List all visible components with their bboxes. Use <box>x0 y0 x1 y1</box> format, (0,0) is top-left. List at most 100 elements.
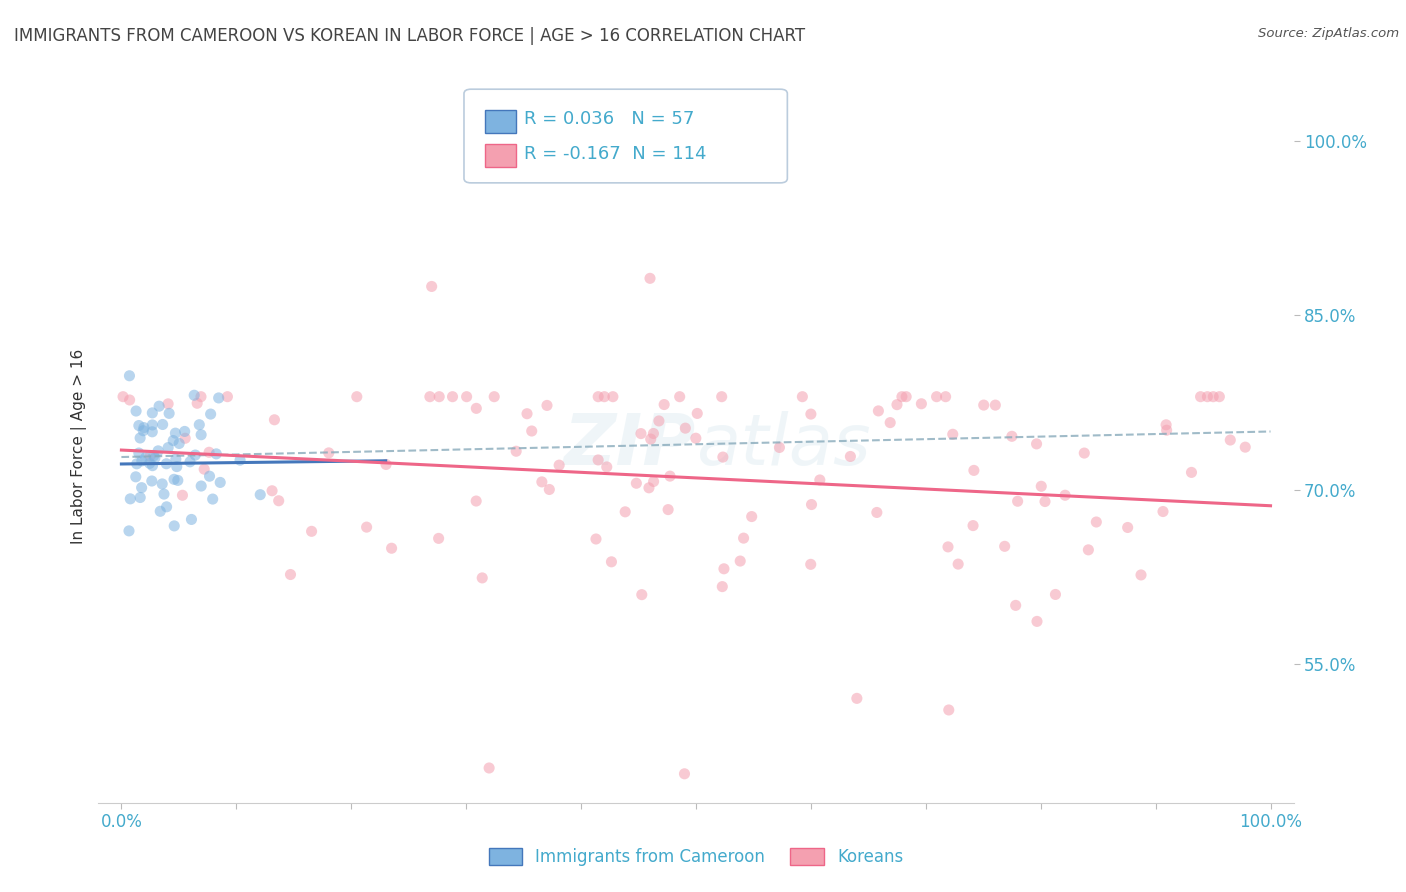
Point <box>1007 494 1029 508</box>
Point <box>845 691 868 706</box>
Point <box>657 502 679 516</box>
Point <box>131 454 153 468</box>
Point <box>1045 587 1067 601</box>
Point <box>125 404 148 418</box>
Point <box>792 390 814 404</box>
Text: R = 0.036   N = 57: R = 0.036 N = 57 <box>524 110 695 128</box>
Point <box>167 436 190 450</box>
Point <box>262 483 284 498</box>
Point <box>441 390 464 404</box>
Point <box>640 432 662 446</box>
Point <box>128 446 150 460</box>
Y-axis label: In Labor Force | Age > 16: In Labor Force | Age > 16 <box>72 349 87 543</box>
Point <box>134 450 156 465</box>
Point <box>141 406 163 420</box>
Point <box>946 557 969 571</box>
Point <box>710 390 733 404</box>
Point <box>184 448 207 462</box>
Point <box>148 399 170 413</box>
Point <box>936 540 959 554</box>
Point <box>630 588 652 602</box>
Point <box>638 481 661 495</box>
Point <box>768 441 790 455</box>
Point <box>1189 390 1212 404</box>
Point <box>1077 542 1099 557</box>
Point <box>711 580 734 594</box>
Point <box>263 413 285 427</box>
Point <box>962 518 984 533</box>
Point <box>129 431 152 445</box>
Point <box>866 506 889 520</box>
Point <box>643 475 665 489</box>
Point <box>942 427 965 442</box>
Point <box>471 571 494 585</box>
Point <box>155 500 177 514</box>
Point <box>894 390 917 404</box>
Point <box>741 509 763 524</box>
Point <box>673 421 696 435</box>
Point <box>318 446 340 460</box>
Point <box>165 452 187 467</box>
Point <box>188 417 211 432</box>
Point <box>180 512 202 526</box>
Text: ZIP: ZIP <box>564 411 696 481</box>
Point <box>128 418 150 433</box>
Point <box>800 558 823 572</box>
Point <box>728 554 751 568</box>
Point <box>505 444 527 458</box>
Point <box>638 271 661 285</box>
Point <box>1130 568 1153 582</box>
Point <box>938 703 960 717</box>
Point <box>668 390 690 404</box>
Point <box>538 483 561 497</box>
Point <box>868 404 890 418</box>
Point <box>984 398 1007 412</box>
Point <box>209 475 232 490</box>
Point <box>427 390 450 404</box>
Text: IMMIGRANTS FROM CAMEROON VS KOREAN IN LABOR FORCE | AGE > 16 CORRELATION CHART: IMMIGRANTS FROM CAMEROON VS KOREAN IN LA… <box>14 27 806 45</box>
Point <box>193 462 215 476</box>
Point <box>630 426 652 441</box>
Point <box>1116 520 1139 534</box>
Point <box>155 457 177 471</box>
Point <box>600 555 623 569</box>
Point <box>659 469 682 483</box>
Point <box>125 470 148 484</box>
Point <box>963 463 986 477</box>
Text: Source: ZipAtlas.com: Source: ZipAtlas.com <box>1258 27 1399 40</box>
Point <box>686 407 709 421</box>
Point <box>465 494 488 508</box>
Point <box>1154 417 1177 432</box>
Point <box>165 426 187 441</box>
Point <box>205 447 228 461</box>
Point <box>208 391 231 405</box>
Point <box>1031 479 1053 493</box>
Point <box>484 390 506 404</box>
Point <box>173 425 195 439</box>
Point <box>146 443 169 458</box>
Point <box>190 479 212 493</box>
Point <box>201 491 224 506</box>
Point <box>217 390 239 404</box>
Point <box>129 491 152 505</box>
Point <box>157 397 180 411</box>
Point <box>1197 390 1219 404</box>
Point <box>198 445 221 459</box>
Text: atlas: atlas <box>696 411 870 481</box>
Point <box>150 477 173 491</box>
Point <box>602 390 624 404</box>
Point <box>112 390 135 404</box>
Point <box>586 390 609 404</box>
Point <box>910 397 932 411</box>
Point <box>652 398 675 412</box>
Point <box>186 396 208 410</box>
Point <box>456 390 478 404</box>
Point <box>1073 446 1095 460</box>
Point <box>1152 504 1174 518</box>
Point <box>280 567 302 582</box>
Point <box>420 279 443 293</box>
Point <box>198 469 221 483</box>
Point <box>139 449 162 463</box>
Point <box>118 392 141 407</box>
Point <box>301 524 323 539</box>
